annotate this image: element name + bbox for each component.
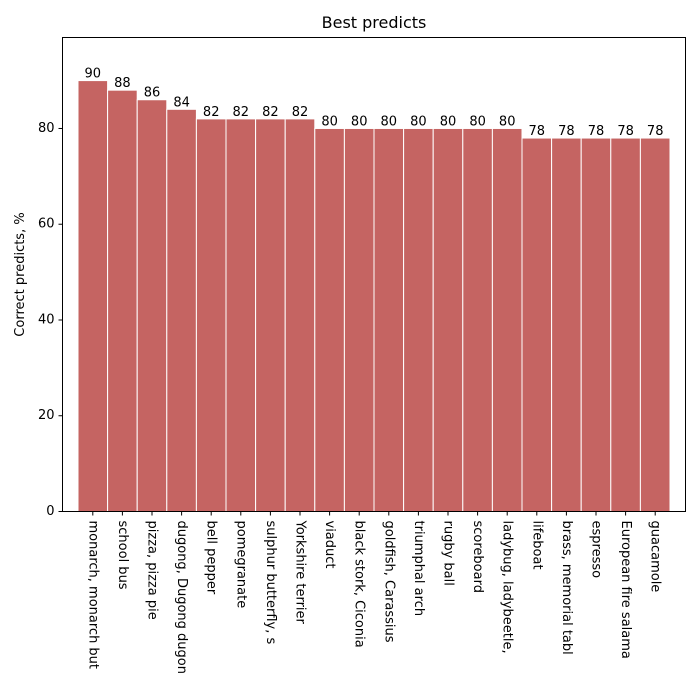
bar [136, 99, 168, 512]
bar [255, 118, 286, 512]
y-tick-label: 20 [38, 408, 55, 423]
data-label: 80 [469, 114, 486, 129]
data-label: 86 [144, 86, 161, 101]
x-tick-label: bell pepper [204, 521, 219, 595]
x-tick-label: viaduct [322, 521, 337, 569]
bars-layer: 90 88 86 84 82 82 82 82 80 80 80 80 80 80 80 78 78 78 78 78 [77, 67, 671, 513]
x-tick-label: ladybug, ladybeetle, [500, 521, 515, 654]
data-label: 80 [381, 114, 398, 129]
data-label: 88 [114, 76, 131, 91]
x-tick-label: European fire salama [618, 521, 633, 659]
bar [551, 137, 582, 513]
bar [462, 127, 493, 512]
x-tick-label: dugong, Dugong dugon [174, 521, 189, 674]
data-label: 78 [558, 124, 575, 139]
bar [521, 137, 553, 513]
x-tick-label: guacamole [648, 521, 663, 593]
y-tick-label: 40 [38, 312, 55, 327]
x-tick-label: pomegranate [233, 521, 248, 609]
plot-frame [62, 37, 686, 512]
y-axis-label: Correct predicts, % [13, 212, 28, 336]
x-tick-label: pizza, pizza pie [145, 521, 160, 620]
data-label: 80 [321, 114, 338, 129]
data-label: 84 [173, 95, 190, 110]
x-tick-label: triumphal arch [411, 521, 426, 617]
bar [284, 118, 316, 512]
x-tick-label: sulphur butterfly, s [263, 521, 278, 645]
data-label: 78 [647, 124, 664, 139]
chart-title: Best predicts [322, 13, 427, 32]
data-label: 80 [499, 114, 516, 129]
data-label: 80 [440, 114, 457, 129]
bar [639, 137, 671, 513]
x-tick-label: goldfish, Carassius [381, 521, 396, 643]
data-label: 82 [292, 105, 309, 120]
y-tick-label: 80 [38, 121, 55, 136]
data-label: 78 [617, 124, 634, 139]
data-label: 78 [529, 124, 546, 139]
bar [195, 118, 227, 512]
x-tick-label: monarch, monarch but [85, 521, 100, 670]
x-tick-label: black stork, Ciconia [352, 521, 367, 648]
x-tick-label: scoreboard [470, 521, 485, 593]
bar [373, 127, 405, 512]
data-label: 90 [85, 67, 102, 82]
bar [314, 127, 345, 512]
data-label: 82 [262, 105, 279, 120]
data-label: 82 [233, 105, 250, 120]
bar [107, 89, 138, 513]
bar [610, 137, 641, 513]
bar [580, 137, 612, 513]
bar [403, 127, 434, 512]
x-tick-label: school bus [115, 521, 130, 590]
x-axis: monarch, monarch but school bus pizza, piz… [85, 511, 663, 674]
bar [491, 127, 523, 512]
data-label: 78 [588, 124, 605, 139]
data-label: 80 [351, 114, 368, 129]
y-axis: 0 20 40 60 80 [38, 121, 63, 519]
x-tick-label: rugby ball [441, 521, 456, 586]
bar [432, 127, 464, 512]
bar [166, 108, 197, 513]
data-label: 82 [203, 105, 220, 120]
bar [77, 80, 109, 512]
y-tick-label: 0 [46, 504, 54, 519]
x-tick-label: espresso [589, 521, 604, 579]
bar [225, 118, 257, 512]
data-label: 80 [410, 114, 427, 129]
bar [343, 127, 375, 512]
x-tick-label: Yorkshire terrier [293, 520, 308, 625]
x-tick-label: brass, memorial tabl [559, 521, 574, 655]
y-tick-label: 60 [38, 217, 55, 232]
x-tick-label: lifeboat [529, 521, 544, 570]
